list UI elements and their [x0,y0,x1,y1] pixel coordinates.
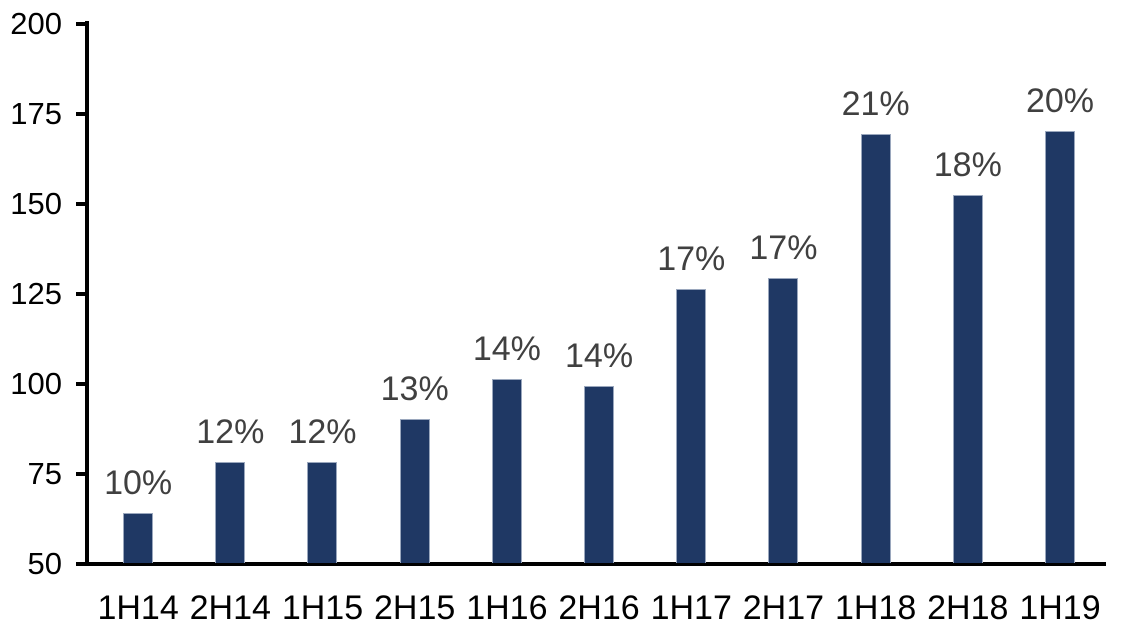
bar-group: 13% [369,22,461,563]
x-tick-label: 1H18 [834,589,917,627]
bar-value-label: 18% [933,146,1002,185]
bar [491,379,522,563]
y-tick-mark [76,201,86,206]
bar-value-label: 10% [104,463,173,502]
bar [1044,130,1075,563]
bar [952,195,983,563]
x-tick-label: 2H16 [558,589,640,627]
bar-group: 17% [737,22,829,563]
x-tick-label: 1H16 [466,589,548,627]
bar-value-label: 14% [565,337,634,376]
bar-value-label: 21% [841,85,910,124]
bar-group: 12% [184,22,276,563]
bar [860,134,891,563]
bar [768,278,799,563]
bar-group: 10% [92,22,184,563]
bar-group: 14% [461,22,553,563]
bar-group: 21% [830,22,922,563]
bar-group: 14% [553,22,645,563]
bar-group: 18% [922,22,1014,563]
y-axis-line [85,21,89,566]
y-tick-mark [76,381,86,386]
bar-group: 20% [1014,22,1106,563]
y-tick-mark [76,471,86,476]
x-tick-label: 2H18 [927,589,1009,627]
bar-group: 12% [276,22,368,563]
bar [584,386,615,563]
y-tick-label: 75 [27,455,62,491]
bar-group: 17% [645,22,737,563]
y-tick-mark [76,111,86,116]
bar [123,512,154,563]
x-tick-label: 2H14 [189,589,271,627]
bar-value-label: 20% [1025,81,1094,120]
bar-value-label: 17% [657,240,726,279]
bar [676,289,707,563]
y-tick-label: 50 [27,546,62,581]
x-axis-line [85,562,1106,566]
bar [307,462,338,563]
bar-value-label: 13% [380,369,449,408]
bar [399,418,430,563]
x-tick-label: 1H14 [97,589,179,627]
y-tick-mark [76,562,86,566]
x-tick-label: 1H15 [281,589,364,627]
y-tick-label: 150 [10,185,62,221]
y-tick-label: 100 [10,365,62,401]
x-axis-labels: 1H14 2H14 1H15 2H15 1H16 2H16 1H17 2H17 1H18 2H18… [85,589,1106,627]
x-tick-label: 2H15 [374,589,456,627]
x-tick-label: 1H19 [1019,589,1101,627]
y-tick-label: 125 [10,275,62,311]
plot-area: 10% 12% 12% 13% 14% 14% 17% 17% 21% 18% 20% [85,22,1106,563]
bar-value-label: 14% [472,330,541,369]
bar-value-label: 12% [196,413,265,452]
y-tick-label: 200 [10,5,62,41]
bar-value-label: 12% [288,413,357,452]
bar [215,462,246,563]
x-tick-label: 1H17 [650,589,732,627]
y-tick-mark [76,291,86,296]
x-tick-label: 2H17 [742,589,825,627]
y-tick-mark [76,21,86,26]
bar-value-label: 17% [749,229,818,268]
y-tick-label: 175 [10,95,62,131]
